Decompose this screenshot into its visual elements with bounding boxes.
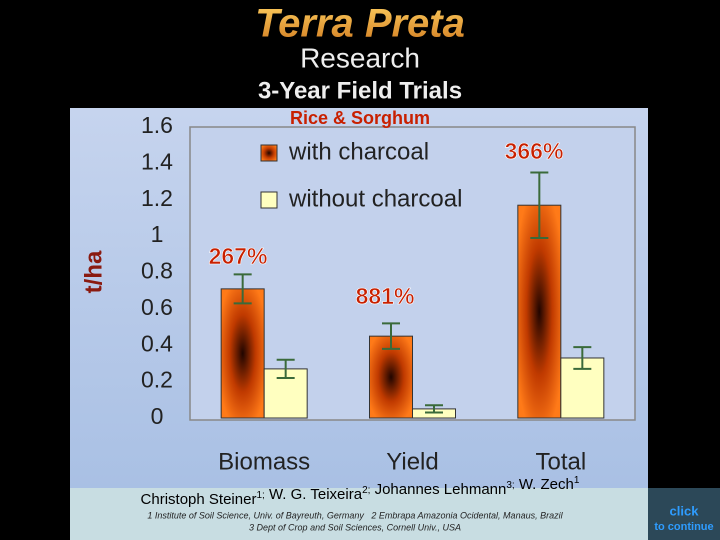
author-name: W. G. Teixeira — [265, 486, 363, 503]
legend-swatch — [260, 191, 278, 209]
y-tick-label: 0.4 — [141, 330, 173, 356]
bar — [220, 288, 265, 419]
error-bar — [425, 404, 443, 414]
subtitle: Research — [300, 42, 420, 73]
error-bar — [382, 322, 400, 350]
error-bar — [573, 346, 592, 370]
annotation: 267% — [209, 243, 268, 269]
button-label[interactable]: to continue — [654, 521, 713, 533]
annotation: 366% — [505, 138, 564, 164]
legend-label: without charcoal — [288, 185, 462, 212]
y-tick-label: 0.2 — [141, 367, 173, 393]
author-sup: 1 — [574, 475, 580, 486]
x-tick-label: Yield — [386, 448, 438, 475]
author-sup: 3; — [506, 480, 514, 491]
error-bar — [233, 273, 252, 305]
button-label[interactable]: click — [670, 503, 700, 518]
y-axis-label: t/ha — [80, 250, 107, 293]
chart-title: Rice & Sorghum — [290, 108, 430, 128]
y-tick-label: 0 — [151, 403, 164, 429]
y-tick-label: 1.4 — [141, 148, 173, 174]
x-tick-label: Biomass — [218, 448, 310, 475]
y-tick-label: 1.2 — [141, 185, 173, 211]
bar — [369, 335, 413, 419]
y-tick-label: 1.6 — [141, 112, 173, 138]
affiliation: 3 Dept of Crop and Soil Sciences, Cornel… — [249, 522, 461, 532]
button-background[interactable] — [648, 488, 720, 540]
title: Terra Preta — [255, 2, 465, 46]
bar — [560, 357, 605, 419]
y-tick-label: 0.6 — [141, 294, 173, 320]
y-tick-label: 1 — [151, 221, 164, 247]
author-name: Johannes Lehmann — [370, 481, 506, 498]
author-sup: 2; — [362, 485, 370, 496]
continue-button[interactable]: click to continue — [648, 488, 720, 540]
legend-label: with charcoal — [288, 138, 429, 165]
affiliation: 1 Institute of Soil Science, Univ. of Ba… — [147, 510, 563, 520]
authors: Christoph Steiner1; W. G. Teixeira2; Joh… — [141, 475, 580, 508]
error-bar — [530, 171, 549, 239]
footer — [70, 488, 648, 540]
error-bar — [276, 358, 295, 379]
author-sup: 1; — [256, 490, 264, 501]
annotation: 881% — [356, 283, 415, 309]
heading: 3-Year Field Trials — [258, 77, 462, 104]
y-tick-label: 0.8 — [141, 258, 173, 284]
x-tick-label: Total — [535, 448, 586, 475]
legend-swatch — [260, 144, 278, 162]
author-name: Christoph Steiner — [141, 491, 257, 508]
author-name: W. Zech — [515, 476, 574, 493]
